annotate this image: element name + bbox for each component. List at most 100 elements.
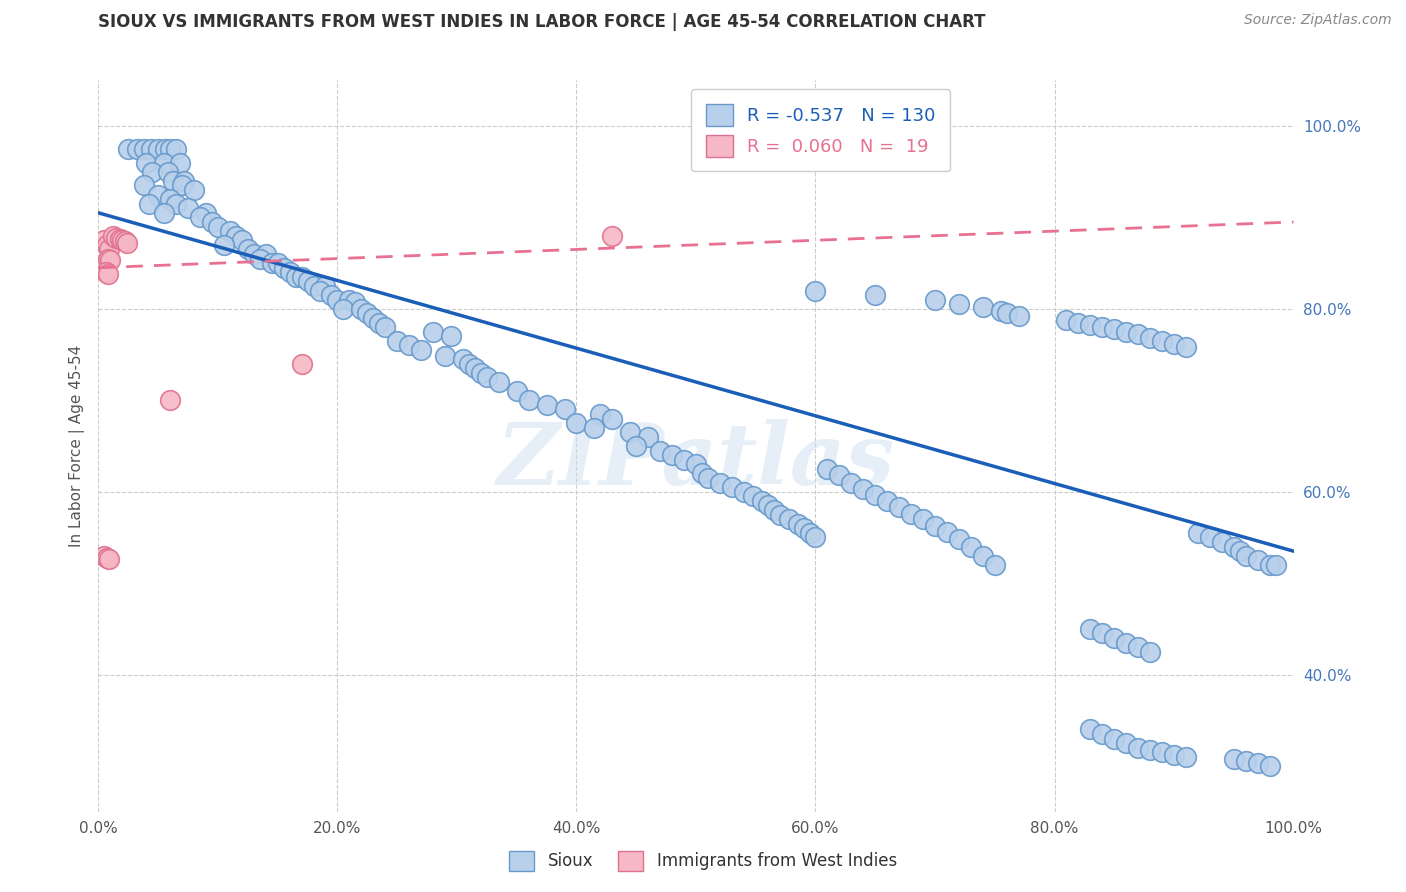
Point <box>475 370 498 384</box>
Point <box>1091 320 1114 334</box>
Point <box>972 549 994 563</box>
Point <box>756 499 779 513</box>
Point <box>440 329 463 343</box>
Text: SIOUX VS IMMIGRANTS FROM WEST INDIES IN LABOR FORCE | AGE 45-54 CORRELATION CHAR: SIOUX VS IMMIGRANTS FROM WEST INDIES IN … <box>98 13 986 31</box>
Point <box>1246 553 1268 567</box>
Point <box>308 284 330 298</box>
Point <box>624 439 647 453</box>
Point <box>172 178 194 193</box>
Point <box>1234 549 1257 563</box>
Point <box>1115 325 1137 339</box>
Point <box>948 533 970 547</box>
Point <box>589 407 612 421</box>
Point <box>1150 745 1173 759</box>
Point <box>1067 316 1090 330</box>
Point <box>273 260 295 275</box>
Point <box>332 301 354 316</box>
Point <box>1054 313 1078 327</box>
Point <box>194 206 217 220</box>
Point <box>685 457 707 471</box>
Point <box>1091 727 1114 741</box>
Point <box>219 224 242 238</box>
Point <box>344 294 367 309</box>
Point <box>762 503 785 517</box>
Point <box>600 228 623 243</box>
Point <box>889 500 911 515</box>
Point <box>236 243 259 257</box>
Point <box>111 233 134 247</box>
Point <box>297 275 319 289</box>
Point <box>470 366 492 380</box>
Point <box>165 142 187 156</box>
Point <box>173 174 195 188</box>
Point <box>201 215 224 229</box>
Point <box>1222 540 1246 554</box>
Point <box>159 393 181 408</box>
Point <box>249 252 271 266</box>
Point <box>733 484 755 499</box>
Point <box>98 243 121 257</box>
Text: Source: ZipAtlas.com: Source: ZipAtlas.com <box>1244 13 1392 28</box>
Point <box>619 425 641 440</box>
Point <box>1198 530 1220 544</box>
Point <box>1128 640 1150 655</box>
Point <box>852 482 875 496</box>
Point <box>1080 318 1102 333</box>
Point <box>536 398 558 412</box>
Point <box>995 306 1018 320</box>
Point <box>411 343 433 357</box>
Point <box>863 288 886 302</box>
Point <box>1102 631 1125 645</box>
Point <box>94 265 117 279</box>
Point <box>900 507 922 521</box>
Point <box>697 471 720 485</box>
Point <box>207 219 229 234</box>
Point <box>924 293 946 307</box>
Point <box>260 256 283 270</box>
Point <box>188 211 211 225</box>
Point <box>983 558 1005 572</box>
Point <box>648 443 672 458</box>
Point <box>876 494 898 508</box>
Point <box>863 488 886 502</box>
Point <box>350 301 373 316</box>
Point <box>1222 752 1246 766</box>
Point <box>135 155 157 169</box>
Point <box>326 293 349 307</box>
Point <box>1234 755 1257 769</box>
Point <box>721 480 744 494</box>
Point <box>673 452 696 467</box>
Point <box>1080 622 1102 636</box>
Point <box>96 238 118 252</box>
Y-axis label: In Labor Force | Age 45-54: In Labor Force | Age 45-54 <box>69 345 84 547</box>
Point <box>132 142 155 156</box>
Point <box>554 402 576 417</box>
Point <box>1163 747 1185 762</box>
Point <box>356 306 378 320</box>
Point <box>1091 626 1114 640</box>
Point <box>751 494 773 508</box>
Point <box>374 320 396 334</box>
Point <box>148 142 170 156</box>
Point <box>1102 322 1125 336</box>
Point <box>778 512 800 526</box>
Point <box>117 142 139 156</box>
Point <box>169 155 191 169</box>
Point <box>183 183 205 197</box>
Point <box>1139 742 1161 756</box>
Point <box>804 530 827 544</box>
Point <box>290 269 312 284</box>
Point <box>935 524 957 539</box>
Point <box>488 375 510 389</box>
Point <box>1175 340 1198 354</box>
Point <box>321 288 343 302</box>
Point <box>1128 740 1150 755</box>
Point <box>165 196 187 211</box>
Point <box>839 475 862 490</box>
Point <box>267 256 290 270</box>
Point <box>368 316 391 330</box>
Point <box>153 206 176 220</box>
Point <box>709 475 731 490</box>
Point <box>1115 736 1137 750</box>
Point <box>583 420 606 434</box>
